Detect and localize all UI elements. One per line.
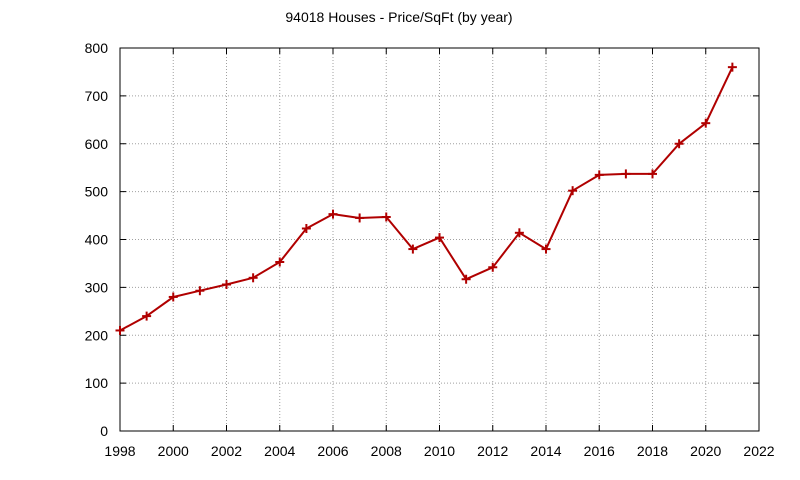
y-tick-label: 0 [100, 423, 108, 439]
x-tick-label: 2006 [317, 443, 348, 459]
data-point [514, 228, 524, 238]
x-tick-label: 2020 [690, 443, 721, 459]
x-tick-label: 2008 [371, 443, 402, 459]
y-tick-label: 700 [85, 88, 109, 104]
x-tick-label: 2018 [637, 443, 668, 459]
y-tick-label: 300 [85, 279, 109, 295]
data-point [408, 244, 418, 254]
y-tick-label: 100 [85, 375, 109, 391]
axis-layer: 1998 2000 2002 2004 2006 2008 2010 2012 2014 2016… [85, 40, 775, 459]
data-point [727, 62, 737, 72]
data-point [648, 169, 657, 179]
data-point [222, 280, 231, 290]
x-tick-label: 2002 [211, 443, 242, 459]
x-tick-label: 2012 [477, 443, 508, 459]
data-point [461, 274, 471, 284]
data-point [328, 209, 338, 219]
data-point [674, 139, 684, 149]
x-tick-label: 1998 [104, 443, 135, 459]
x-tick-label: 2014 [530, 443, 561, 459]
data-point [195, 286, 205, 296]
data-point [541, 244, 551, 254]
series-layer [115, 62, 737, 335]
y-tick-label: 400 [85, 232, 109, 248]
x-tick-label: 2010 [424, 443, 455, 459]
data-point [355, 213, 365, 223]
data-point [301, 223, 311, 233]
data-point [701, 118, 711, 128]
data-point [594, 170, 604, 180]
data-point [381, 212, 391, 222]
data-point [275, 257, 285, 267]
data-point [142, 311, 152, 321]
y-tick-label: 600 [85, 136, 109, 152]
data-point [488, 262, 498, 272]
grid-layer [120, 48, 759, 431]
x-tick-label: 2004 [264, 443, 295, 459]
y-tick-label: 500 [85, 184, 109, 200]
x-tick-label: 2022 [743, 443, 774, 459]
x-tick-label: 2016 [584, 443, 615, 459]
data-point [435, 233, 444, 243]
data-point [168, 292, 178, 302]
chart-title: 94018 Houses - Price/SqFt (by year) [285, 9, 512, 25]
data-point [115, 325, 125, 335]
data-point [248, 273, 258, 283]
data-point [568, 186, 578, 196]
y-tick-label: 200 [85, 327, 109, 343]
data-point [621, 169, 631, 179]
x-tick-label: 2000 [158, 443, 189, 459]
y-tick-label: 800 [85, 40, 109, 56]
